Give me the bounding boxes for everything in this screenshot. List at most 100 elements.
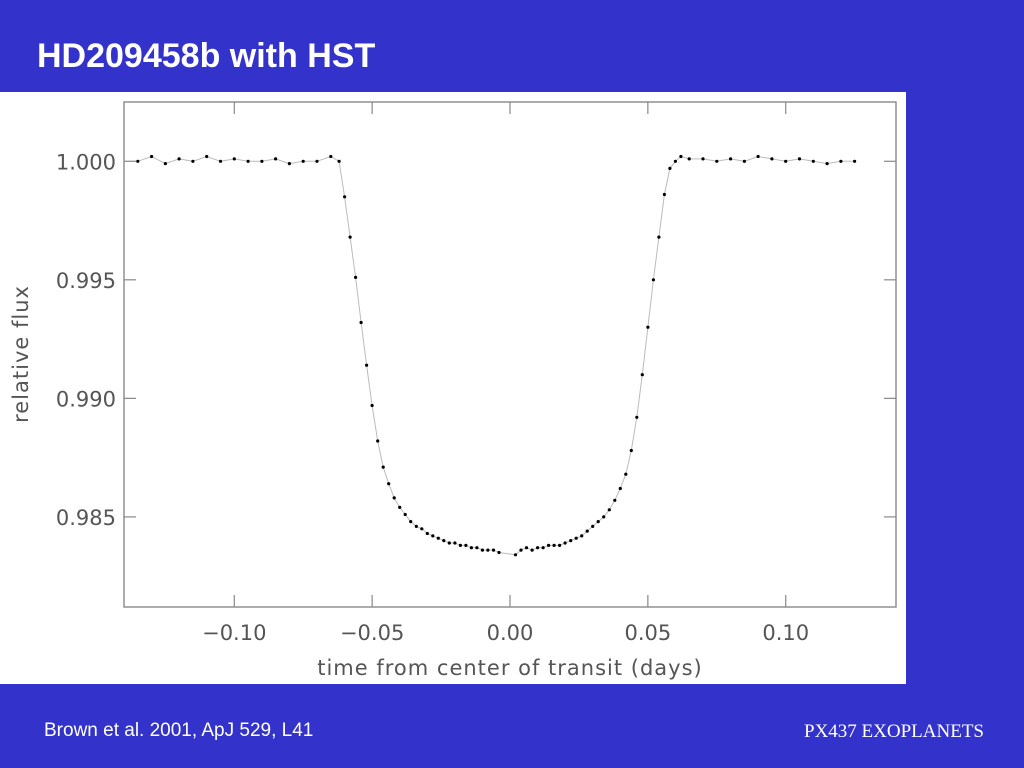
data-point bbox=[797, 157, 802, 161]
x-tick-label: 0.05 bbox=[624, 621, 671, 645]
data-point bbox=[436, 536, 440, 540]
data-point bbox=[177, 157, 181, 161]
data-point bbox=[524, 546, 529, 550]
data-point bbox=[218, 159, 223, 163]
data-point bbox=[811, 159, 815, 163]
data-point bbox=[742, 159, 747, 163]
data-point bbox=[569, 539, 573, 543]
y-tick-label: 0.995 bbox=[56, 269, 116, 293]
data-point bbox=[580, 534, 584, 538]
data-point bbox=[519, 548, 523, 552]
data-point bbox=[839, 159, 843, 163]
data-point bbox=[596, 520, 600, 524]
data-point bbox=[150, 154, 154, 159]
data-points bbox=[136, 154, 857, 557]
data-point bbox=[414, 524, 418, 528]
data-point bbox=[574, 536, 578, 540]
data-point bbox=[475, 546, 479, 550]
data-point bbox=[547, 543, 551, 547]
data-point bbox=[497, 550, 501, 555]
data-point bbox=[458, 543, 462, 547]
data-point bbox=[530, 548, 534, 552]
data-point bbox=[657, 235, 661, 239]
data-point bbox=[232, 157, 236, 161]
data-point bbox=[613, 498, 617, 502]
data-point bbox=[365, 363, 369, 367]
data-point bbox=[359, 320, 363, 325]
data-point bbox=[337, 159, 341, 163]
data-point bbox=[770, 157, 774, 161]
data-point bbox=[480, 548, 484, 552]
data-point bbox=[136, 159, 140, 163]
data-point bbox=[715, 159, 719, 163]
transit-model-curve bbox=[137, 155, 855, 556]
data-point bbox=[205, 154, 209, 159]
data-point bbox=[629, 448, 633, 453]
data-point bbox=[541, 546, 545, 550]
data-point bbox=[591, 524, 595, 528]
data-point bbox=[453, 541, 457, 545]
citation: Brown et al. 2001, ApJ 529, L41 bbox=[44, 720, 314, 741]
data-point bbox=[442, 539, 446, 543]
data-point bbox=[640, 373, 644, 377]
data-point bbox=[602, 515, 606, 519]
data-point bbox=[624, 472, 628, 476]
data-point bbox=[420, 527, 424, 531]
data-point bbox=[651, 278, 656, 282]
data-point bbox=[387, 482, 391, 486]
data-point bbox=[329, 154, 333, 159]
data-point bbox=[343, 195, 347, 199]
data-point bbox=[668, 166, 672, 170]
data-point bbox=[274, 157, 278, 161]
x-tick-label: 0.10 bbox=[762, 621, 809, 645]
y-axis-ticks: 0.985 0.990 0.995 1.000 bbox=[56, 150, 896, 530]
data-point bbox=[552, 543, 556, 547]
data-point bbox=[354, 275, 358, 279]
x-tick-label: 0.00 bbox=[487, 621, 534, 645]
data-point bbox=[825, 162, 829, 166]
chart-svg: −0.10 −0.05 0.00 0.05 0.10 0.985 0.990 0.995 1.… bbox=[9, 101, 897, 680]
data-point bbox=[662, 192, 667, 197]
x-tick-label: −0.10 bbox=[202, 621, 266, 645]
data-point bbox=[563, 541, 567, 545]
data-point bbox=[469, 546, 473, 550]
data-point bbox=[536, 546, 540, 550]
y-tick-label: 0.985 bbox=[56, 506, 116, 530]
data-point bbox=[618, 486, 622, 491]
course-label: PX437 EXOPLANETS bbox=[804, 721, 984, 742]
light-curve-chart: −0.10 −0.05 0.00 0.05 0.10 0.985 0.990 0.995 1.… bbox=[0, 92, 906, 684]
data-point bbox=[635, 415, 639, 419]
data-point bbox=[464, 543, 468, 547]
data-point bbox=[679, 154, 683, 159]
data-point bbox=[425, 531, 429, 536]
data-point bbox=[491, 548, 496, 552]
plot-frame bbox=[123, 101, 897, 608]
y-tick-label: 0.990 bbox=[56, 387, 116, 411]
data-point bbox=[409, 520, 413, 524]
data-point bbox=[853, 159, 857, 163]
y-axis-label: relative flux bbox=[9, 285, 33, 423]
data-point bbox=[246, 159, 250, 163]
data-point bbox=[646, 325, 650, 329]
data-point bbox=[687, 157, 691, 161]
data-point bbox=[447, 541, 451, 545]
data-point bbox=[376, 439, 380, 443]
data-point bbox=[163, 162, 167, 166]
x-axis-label: time from center of transit (days) bbox=[317, 656, 703, 680]
data-point bbox=[486, 548, 490, 552]
data-point bbox=[431, 534, 435, 538]
data-point bbox=[348, 235, 352, 239]
data-point bbox=[784, 159, 788, 163]
data-point bbox=[513, 553, 518, 557]
data-point bbox=[585, 529, 589, 533]
data-point bbox=[701, 157, 705, 161]
x-axis-ticks: −0.10 −0.05 0.00 0.05 0.10 bbox=[202, 102, 809, 645]
data-point bbox=[191, 159, 195, 163]
data-point bbox=[301, 159, 305, 163]
slide-title: HD209458b with HST bbox=[37, 37, 376, 75]
data-point bbox=[607, 508, 611, 512]
data-point bbox=[673, 159, 678, 163]
data-point bbox=[756, 154, 760, 159]
data-point bbox=[392, 496, 396, 500]
